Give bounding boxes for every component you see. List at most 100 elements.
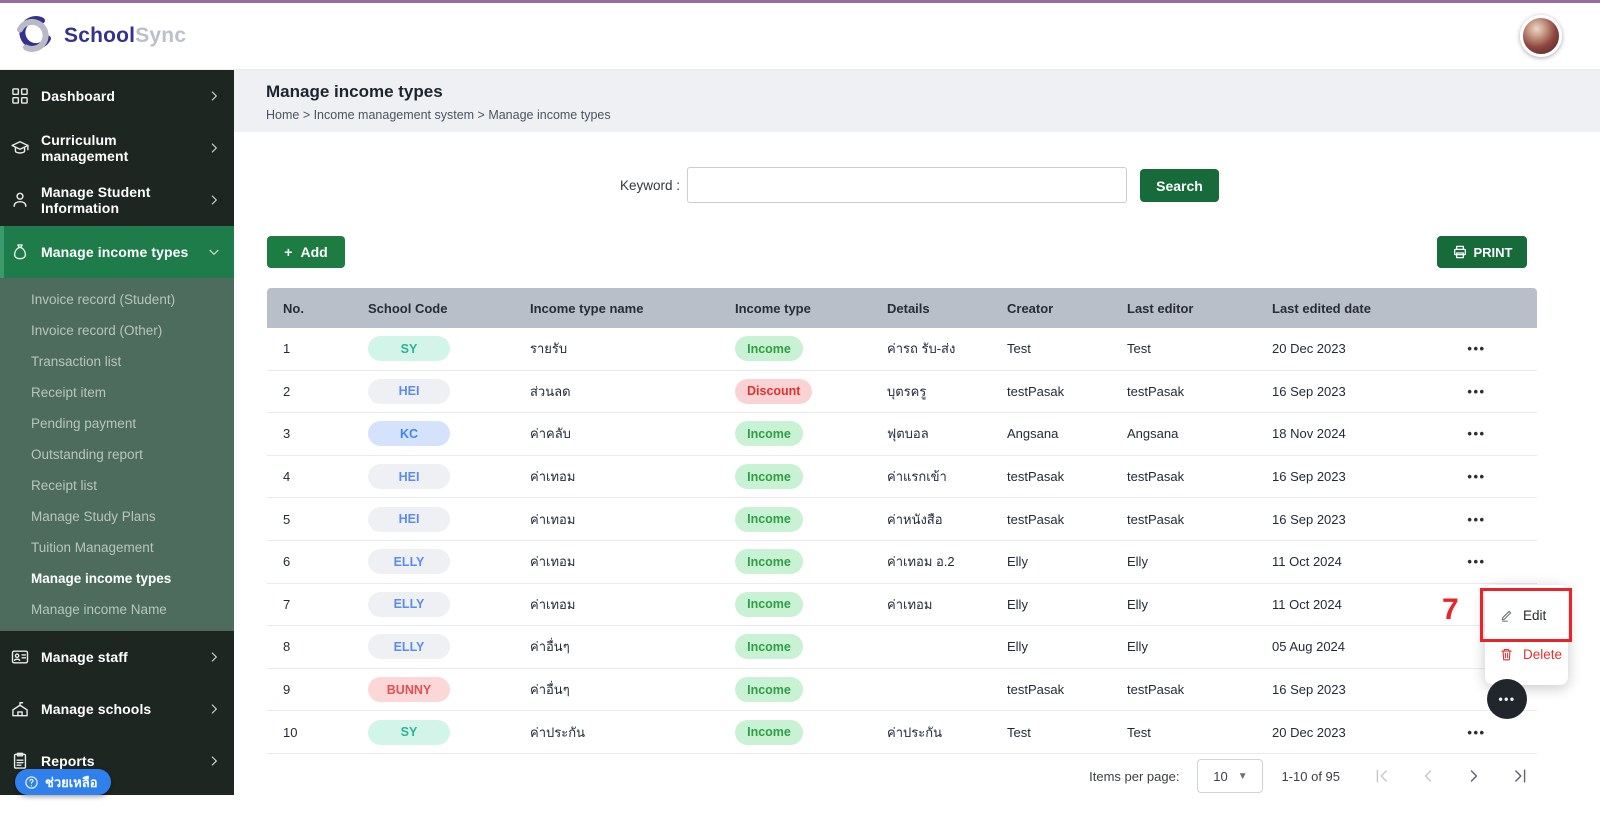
details: ค่าแรกเข้า <box>887 469 947 485</box>
sidebar-item-manage-income-types[interactable]: Manage income types <box>0 226 234 278</box>
add-button[interactable]: + Add <box>267 236 345 268</box>
creator: testPasak <box>1007 511 1065 527</box>
income-type-name: ค่าเทอม <box>530 469 576 485</box>
details: ค่าเทอม อ.2 <box>887 554 955 570</box>
keyword-input[interactable] <box>687 167 1127 203</box>
income-type-badge: Income <box>735 464 887 490</box>
items-per-page-select[interactable]: 10 ▼ <box>1197 759 1264 793</box>
sidebar-item-manage-schools[interactable]: Manage schools <box>0 683 234 735</box>
row-number: 8 <box>283 639 291 655</box>
row-number: 5 <box>283 511 291 527</box>
sidebar-item-curriculum-management[interactable]: Curriculum management <box>0 122 234 174</box>
sidebar-item-reports[interactable]: Reports <box>0 735 234 787</box>
row-actions-button[interactable]: ••• <box>1467 724 1486 740</box>
row-actions-button[interactable]: ••• <box>1467 469 1486 485</box>
last-page-icon[interactable] <box>1510 766 1530 786</box>
sidebar-menu-top: Dashboard Curriculum management Manage Stu… <box>0 70 234 278</box>
submenu-item[interactable]: Manage income types <box>31 571 172 586</box>
search-button[interactable]: Search <box>1140 169 1219 202</box>
column-header: Details <box>887 300 930 316</box>
sidebar-item-label: Curriculum management <box>41 132 129 164</box>
next-page-icon[interactable] <box>1464 766 1484 786</box>
column-header: No. <box>283 300 304 316</box>
income-type-pill: Income <box>735 719 803 745</box>
last-edited-date: 20 Dec 2023 <box>1272 341 1346 357</box>
sidebar-item-manage-student-information[interactable]: Manage Student Information <box>0 174 234 226</box>
user-avatar[interactable] <box>1520 15 1562 57</box>
chevron-right-icon <box>206 753 222 769</box>
chevron-right-icon <box>206 88 222 104</box>
column-header: Last edited date <box>1272 300 1371 316</box>
submenu-item[interactable]: Pending payment <box>31 416 137 431</box>
income-type-pill: Income <box>735 549 803 575</box>
annotation-number: 7 <box>1442 593 1459 626</box>
income-type-badge: Income <box>735 591 887 617</box>
income-type-pill: Income <box>735 506 803 532</box>
income-type-badge: Income <box>735 677 887 703</box>
submenu-item[interactable]: Manage income Name <box>31 602 167 617</box>
income-type-name: ส่วนลด <box>530 383 571 399</box>
income-type-pill: Income <box>735 464 803 490</box>
printer-icon <box>1452 244 1468 260</box>
delete-menu-item[interactable]: Delete <box>1485 638 1568 672</box>
last-editor: Elly <box>1127 554 1148 570</box>
submenu-item[interactable]: Invoice record (Other) <box>31 323 163 338</box>
previous-page-icon[interactable] <box>1418 766 1438 786</box>
sidebar-item-dashboard[interactable]: Dashboard <box>0 70 234 122</box>
submenu-item[interactable]: Tuition Management <box>31 540 154 555</box>
row-number: 3 <box>283 426 291 442</box>
details: ค่าเทอม <box>887 596 933 612</box>
school-code-pill: HEI <box>368 378 450 404</box>
submenu-item[interactable]: Receipt list <box>31 478 98 493</box>
submenu-item[interactable]: Transaction list <box>31 354 122 369</box>
pencil-icon <box>1499 608 1514 623</box>
income-type-name: ค่าคลับ <box>530 426 571 442</box>
page-header: Manage income types Home > Income manage… <box>234 70 1600 132</box>
chevron-down-icon <box>206 244 222 260</box>
creator: Elly <box>1007 596 1028 612</box>
row-actions-cell: ••• <box>1440 469 1537 484</box>
income-types-table: No. School Code Income type name Income typ… <box>267 288 1537 754</box>
chevron-right-icon <box>206 649 222 665</box>
curriculum-management-icon <box>10 138 30 158</box>
submenu-item[interactable]: Invoice record (Student) <box>31 292 176 307</box>
submenu-item[interactable]: Receipt item <box>31 385 107 400</box>
column-header: Last editor <box>1127 300 1194 316</box>
row-actions-cell: ••• <box>1440 725 1537 740</box>
row-actions-button-active[interactable]: ••• <box>1487 679 1527 719</box>
row-number: 10 <box>283 724 298 740</box>
row-actions-button[interactable]: ••• <box>1467 341 1486 357</box>
submenu-item[interactable]: Outstanding report <box>31 447 143 462</box>
chevron-right-icon <box>206 140 222 156</box>
school-code-pill: ELLY <box>368 591 450 617</box>
last-edited-date: 18 Nov 2024 <box>1272 426 1346 442</box>
school-code-badge: HEI <box>368 506 530 532</box>
print-button[interactable]: PRINT <box>1437 236 1527 268</box>
trash-icon <box>1499 647 1514 662</box>
row-actions-button[interactable]: ••• <box>1467 383 1486 399</box>
submenu-item[interactable]: Manage Study Plans <box>31 509 156 524</box>
breadcrumb[interactable]: Home > Income management system > Manage… <box>266 108 611 122</box>
row-actions-button[interactable]: ••• <box>1467 426 1486 442</box>
edit-menu-item[interactable]: Edit <box>1485 598 1568 632</box>
last-edited-date: 16 Sep 2023 <box>1272 383 1346 399</box>
table-row: 9 BUNNY ค่าอื่นๆ Income testPasak testPasak 16… <box>267 668 1537 712</box>
brand-logo[interactable]: SchoolSync <box>14 14 186 59</box>
row-number: 7 <box>283 596 291 612</box>
sidebar-item-manage-staff[interactable]: Manage staff <box>0 631 234 683</box>
dashboard-icon <box>10 86 30 106</box>
last-edited-date: 20 Dec 2023 <box>1272 724 1346 740</box>
page-title: Manage income types <box>266 82 443 101</box>
row-actions-button[interactable]: ••• <box>1467 554 1486 570</box>
first-page-icon[interactable] <box>1372 766 1392 786</box>
creator: testPasak <box>1007 383 1065 399</box>
row-actions-cell: ••• <box>1440 384 1537 399</box>
column-header: Creator <box>1007 300 1054 316</box>
income-type-pill: Income <box>735 634 803 660</box>
last-edited-date: 16 Sep 2023 <box>1272 469 1346 485</box>
income-type-name: ค่าอื่นๆ <box>530 682 570 698</box>
row-actions-button[interactable]: ••• <box>1467 511 1486 527</box>
income-type-name: ค่าอื่นๆ <box>530 639 570 655</box>
help-button[interactable]: ช่วยเหลือ <box>15 769 111 795</box>
